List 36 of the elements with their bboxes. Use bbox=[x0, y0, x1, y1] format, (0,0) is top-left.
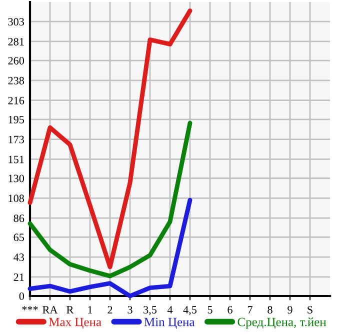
x-tick-label: 3,5 bbox=[144, 306, 157, 316]
x-tick-label: S bbox=[308, 306, 312, 314]
x-tick-label: 6 bbox=[228, 306, 232, 314]
line-series bbox=[28, 120, 192, 278]
y-tick-label: 238 bbox=[8, 76, 24, 84]
x-tick-label: 9 bbox=[288, 306, 292, 314]
y-tick-label: 281 bbox=[8, 38, 24, 46]
y-tick-label: 0 bbox=[19, 292, 24, 300]
x-tick-label: 3 bbox=[128, 306, 132, 314]
x-tick-label: 4,5 bbox=[183, 306, 197, 316]
legend-label: Min Цена bbox=[144, 318, 195, 329]
x-tick-label: 4 bbox=[167, 306, 173, 314]
x-tick-label: R bbox=[66, 306, 74, 314]
x-tick-label: *** bbox=[22, 306, 38, 310]
y-tick-label: 195 bbox=[8, 116, 24, 124]
x-tick-label: 7 bbox=[248, 306, 252, 314]
x-tick-label: 1 bbox=[88, 306, 92, 314]
x-tick-label: 5 bbox=[208, 306, 212, 314]
y-tick-label: 43 bbox=[14, 254, 24, 262]
x-tick-label: 8 bbox=[268, 306, 272, 314]
legend-label: Сред.Цена, т.йен bbox=[238, 318, 326, 329]
line-series bbox=[28, 8, 192, 270]
y-tick-label: 216 bbox=[8, 96, 24, 104]
x-tick-label: RA bbox=[42, 306, 58, 314]
line-series bbox=[28, 198, 192, 298]
y-tick-label: 151 bbox=[8, 156, 24, 164]
y-tick-label: 86 bbox=[14, 214, 24, 222]
y-tick-label: 173 bbox=[8, 136, 24, 144]
x-tick-label: 2 bbox=[108, 306, 112, 314]
y-tick-label: 108 bbox=[8, 194, 24, 202]
y-tick-label: 65 bbox=[14, 234, 24, 242]
y-tick-label: 260 bbox=[8, 56, 24, 64]
y-tick-label: 303 bbox=[8, 18, 24, 26]
y-tick-label: 21 bbox=[14, 273, 24, 281]
legend-label: Max Цена bbox=[49, 318, 102, 329]
y-tick-label: 130 bbox=[8, 174, 24, 182]
